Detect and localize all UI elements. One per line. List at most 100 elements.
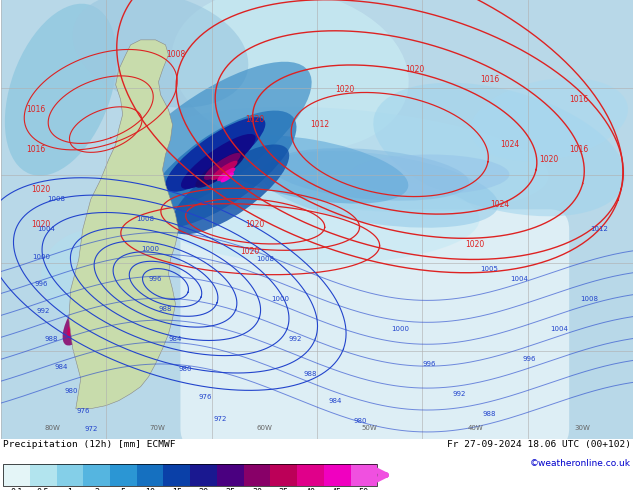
Text: 984: 984	[169, 336, 182, 342]
Text: 992: 992	[453, 391, 466, 397]
Ellipse shape	[204, 153, 240, 180]
Ellipse shape	[217, 168, 235, 181]
Ellipse shape	[261, 151, 498, 228]
Text: 996: 996	[522, 356, 536, 362]
Text: 1000: 1000	[271, 296, 289, 302]
Text: 50: 50	[359, 488, 369, 490]
Text: ©weatheronline.co.uk: ©weatheronline.co.uk	[530, 459, 631, 468]
Text: 1: 1	[67, 488, 72, 490]
Ellipse shape	[160, 174, 479, 264]
Text: 1016: 1016	[26, 105, 46, 114]
Text: 0.1: 0.1	[10, 488, 23, 490]
Text: 988: 988	[158, 306, 172, 312]
Text: 992: 992	[288, 336, 302, 342]
Ellipse shape	[165, 117, 266, 192]
Text: 988: 988	[482, 411, 496, 416]
Text: 1020: 1020	[465, 240, 484, 249]
Text: 1016: 1016	[569, 145, 589, 154]
Bar	[351, 465, 377, 486]
Ellipse shape	[144, 111, 297, 228]
Text: 1020: 1020	[405, 65, 424, 74]
Text: 1016: 1016	[480, 75, 499, 84]
Text: 1005: 1005	[481, 266, 498, 272]
Text: 70W: 70W	[150, 424, 165, 431]
Ellipse shape	[212, 135, 408, 204]
Text: 1024: 1024	[490, 200, 509, 209]
Ellipse shape	[195, 151, 245, 188]
Text: 976: 976	[198, 393, 212, 400]
Bar	[137, 465, 164, 486]
Text: 15: 15	[172, 488, 182, 490]
Text: 1020: 1020	[240, 246, 260, 256]
Bar	[56, 465, 83, 486]
Text: 45: 45	[332, 488, 342, 490]
Text: 996: 996	[423, 361, 436, 367]
Text: 0.5: 0.5	[37, 488, 49, 490]
Text: 25: 25	[225, 488, 235, 490]
Text: 1004: 1004	[37, 226, 55, 232]
Text: 20: 20	[198, 488, 209, 490]
Text: 1024: 1024	[500, 140, 519, 149]
Text: 1020: 1020	[335, 85, 354, 94]
FancyBboxPatch shape	[181, 209, 569, 448]
Text: 50W: 50W	[362, 424, 378, 431]
Text: 996: 996	[34, 281, 48, 287]
Ellipse shape	[5, 4, 117, 176]
Text: 1012: 1012	[590, 226, 608, 232]
Text: 1020: 1020	[31, 220, 51, 229]
Text: 30W: 30W	[574, 424, 590, 431]
Text: 984: 984	[54, 364, 68, 370]
Bar	[3, 465, 30, 486]
Text: 1004: 1004	[510, 276, 528, 282]
Text: 1000: 1000	[391, 326, 409, 332]
Text: 60W: 60W	[256, 424, 272, 431]
Text: 988: 988	[303, 371, 317, 377]
Text: 1012: 1012	[311, 120, 330, 129]
Text: 972: 972	[214, 416, 227, 421]
Text: 1000: 1000	[32, 254, 50, 260]
Text: 980: 980	[64, 388, 77, 393]
Text: 1008: 1008	[256, 256, 274, 262]
Ellipse shape	[171, 145, 289, 234]
Bar	[83, 465, 110, 486]
Text: 972: 972	[84, 426, 98, 432]
Text: 1020: 1020	[245, 220, 265, 229]
Ellipse shape	[221, 172, 234, 182]
Text: 1020: 1020	[540, 155, 559, 164]
Ellipse shape	[181, 134, 256, 189]
Text: 1004: 1004	[550, 326, 568, 332]
Ellipse shape	[211, 161, 238, 180]
Text: Fr 27-09-2024 18.06 UTC (00+102): Fr 27-09-2024 18.06 UTC (00+102)	[447, 440, 631, 449]
Bar	[190, 465, 217, 486]
Ellipse shape	[470, 78, 628, 161]
Text: 984: 984	[328, 398, 342, 404]
Ellipse shape	[70, 313, 84, 334]
Text: 10: 10	[145, 488, 155, 490]
Text: 980: 980	[179, 366, 192, 372]
Text: 996: 996	[149, 276, 162, 282]
Ellipse shape	[373, 83, 626, 216]
Ellipse shape	[63, 293, 99, 345]
Bar	[243, 465, 270, 486]
Bar	[324, 465, 351, 486]
Bar	[217, 465, 243, 486]
Ellipse shape	[171, 0, 409, 151]
Text: 40: 40	[306, 488, 316, 490]
Bar	[110, 465, 137, 486]
Ellipse shape	[109, 62, 312, 218]
Text: 1016: 1016	[26, 145, 46, 154]
Text: 40W: 40W	[468, 424, 483, 431]
Text: 1020: 1020	[31, 185, 51, 194]
Text: 988: 988	[44, 336, 58, 342]
Text: 2: 2	[94, 488, 100, 490]
Ellipse shape	[350, 154, 509, 195]
Text: 1008: 1008	[47, 196, 65, 202]
Bar	[3, 465, 377, 486]
Bar	[164, 465, 190, 486]
Text: 1020: 1020	[245, 115, 265, 124]
Text: Precipitation (12h) [mm] ECMWF: Precipitation (12h) [mm] ECMWF	[3, 440, 176, 449]
Bar	[30, 465, 56, 486]
Ellipse shape	[41, 229, 160, 329]
Ellipse shape	[73, 0, 249, 108]
Text: 35: 35	[279, 488, 288, 490]
